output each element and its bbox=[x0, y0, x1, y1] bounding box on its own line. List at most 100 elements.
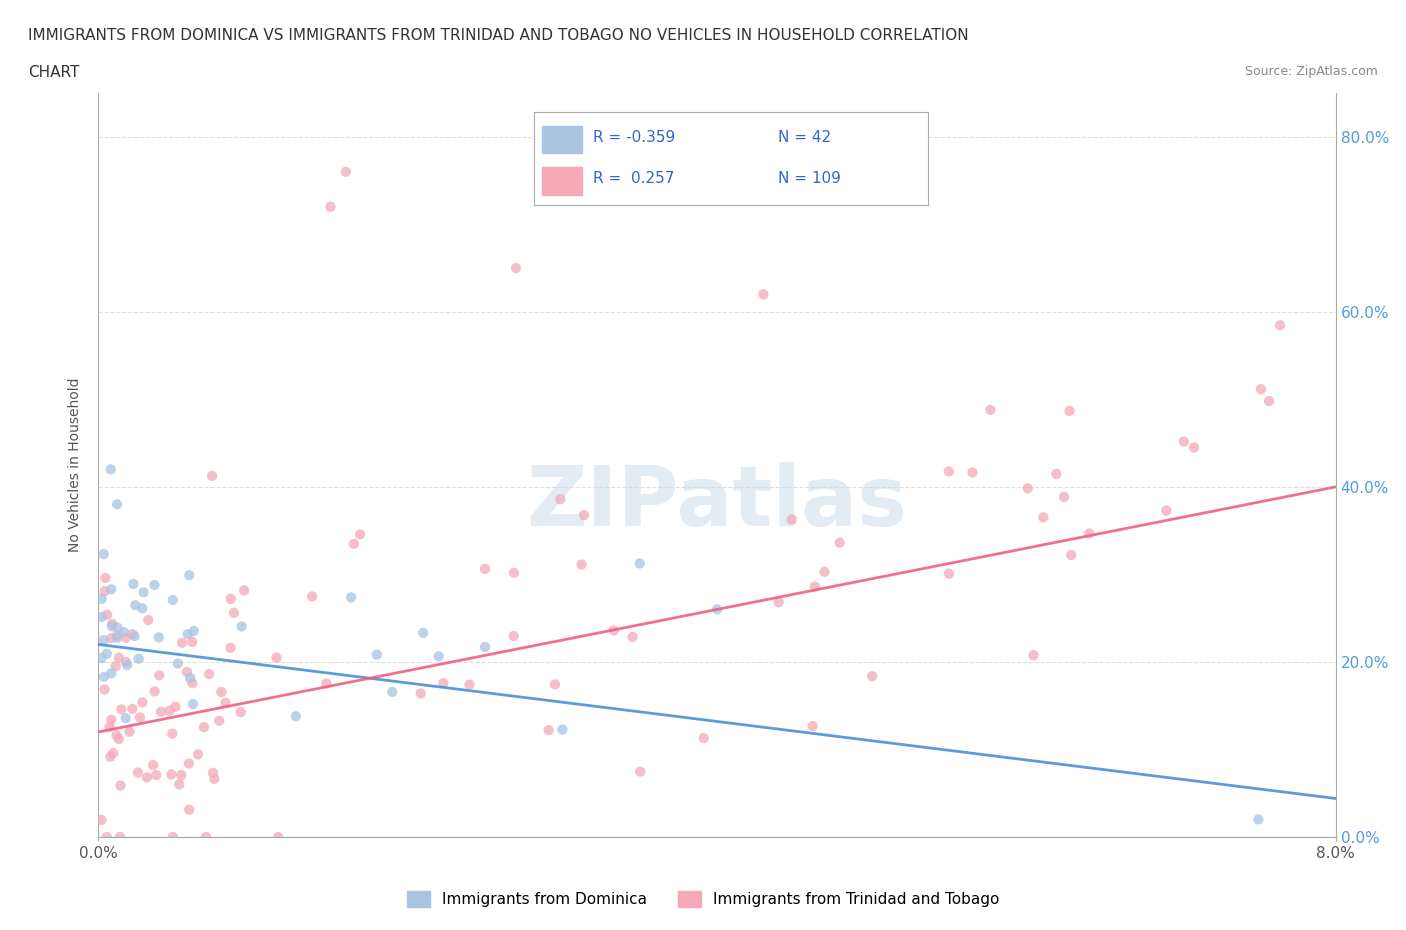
Point bbox=[537, 723, 560, 737]
Point bbox=[98, 750, 121, 764]
Point bbox=[1078, 526, 1101, 541]
Point bbox=[128, 710, 150, 724]
Point bbox=[100, 462, 122, 477]
Point bbox=[621, 630, 644, 644]
Point bbox=[105, 497, 128, 512]
Point bbox=[104, 658, 127, 673]
Point bbox=[131, 695, 153, 710]
Point bbox=[979, 403, 1001, 418]
Point bbox=[1053, 489, 1076, 504]
Point bbox=[127, 765, 149, 780]
Point bbox=[233, 583, 256, 598]
Point bbox=[98, 719, 121, 734]
Point bbox=[1017, 481, 1039, 496]
Point bbox=[179, 803, 201, 817]
Point bbox=[301, 589, 323, 604]
Point bbox=[105, 631, 128, 645]
Point bbox=[105, 628, 128, 643]
Point bbox=[198, 667, 221, 682]
Point bbox=[143, 684, 166, 698]
Point bbox=[214, 696, 236, 711]
Point bbox=[110, 778, 132, 793]
Point bbox=[231, 619, 253, 634]
Point bbox=[860, 669, 883, 684]
Point bbox=[1247, 812, 1270, 827]
Point bbox=[1032, 510, 1054, 525]
Point bbox=[219, 591, 242, 606]
Legend: Immigrants from Dominica, Immigrants from Trinidad and Tobago: Immigrants from Dominica, Immigrants fro… bbox=[401, 884, 1005, 913]
Point bbox=[343, 537, 366, 551]
Point bbox=[550, 492, 572, 507]
Point bbox=[114, 711, 136, 725]
Point bbox=[813, 565, 835, 579]
Point bbox=[628, 764, 651, 779]
Point bbox=[100, 631, 122, 645]
Point bbox=[409, 686, 432, 701]
Point bbox=[124, 629, 146, 644]
Point bbox=[124, 598, 146, 613]
Point bbox=[780, 512, 803, 527]
Point bbox=[96, 607, 118, 622]
Text: IMMIGRANTS FROM DOMINICA VS IMMIGRANTS FROM TRINIDAD AND TOBAGO NO VEHICLES IN H: IMMIGRANTS FROM DOMINICA VS IMMIGRANTS F… bbox=[28, 28, 969, 43]
Point bbox=[551, 722, 574, 737]
Point bbox=[167, 656, 190, 671]
Point bbox=[752, 286, 775, 301]
Point bbox=[177, 756, 200, 771]
Point bbox=[128, 651, 150, 666]
Point bbox=[1045, 467, 1067, 482]
Point bbox=[159, 703, 181, 718]
FancyBboxPatch shape bbox=[543, 126, 582, 153]
Point bbox=[90, 591, 112, 606]
Point bbox=[90, 813, 112, 828]
Point bbox=[121, 627, 143, 642]
Point bbox=[1156, 503, 1178, 518]
Point bbox=[181, 676, 204, 691]
Point bbox=[706, 602, 728, 617]
Point bbox=[209, 684, 232, 699]
Point bbox=[938, 464, 960, 479]
Point bbox=[603, 623, 626, 638]
Text: N = 42: N = 42 bbox=[779, 130, 831, 145]
Point bbox=[571, 557, 593, 572]
Point bbox=[179, 671, 201, 685]
Point bbox=[229, 705, 252, 720]
Point bbox=[179, 568, 201, 583]
Point bbox=[219, 641, 242, 656]
Point bbox=[93, 632, 115, 647]
Point bbox=[142, 758, 165, 773]
Point bbox=[112, 625, 135, 640]
Point bbox=[962, 465, 984, 480]
Point bbox=[458, 677, 481, 692]
Point bbox=[340, 590, 363, 604]
Point bbox=[103, 746, 125, 761]
Point bbox=[115, 658, 138, 672]
Point bbox=[222, 605, 245, 620]
Point bbox=[474, 562, 496, 577]
Point bbox=[135, 770, 157, 785]
Point bbox=[100, 582, 122, 597]
Point bbox=[148, 668, 170, 683]
Point bbox=[101, 618, 124, 633]
Point bbox=[427, 649, 450, 664]
Point bbox=[183, 624, 205, 639]
Point bbox=[177, 627, 200, 642]
Point bbox=[804, 579, 827, 594]
Point bbox=[1250, 382, 1272, 397]
Point bbox=[474, 640, 496, 655]
Point bbox=[131, 601, 153, 616]
Point bbox=[148, 630, 170, 644]
Point bbox=[181, 697, 204, 711]
Point bbox=[267, 830, 290, 844]
Point bbox=[315, 676, 337, 691]
Point bbox=[193, 720, 215, 735]
Point bbox=[505, 260, 527, 275]
Point bbox=[202, 772, 225, 787]
Point bbox=[108, 650, 131, 665]
Point bbox=[335, 165, 357, 179]
Point bbox=[100, 666, 122, 681]
Point bbox=[145, 767, 167, 782]
Point bbox=[114, 655, 136, 670]
Point bbox=[118, 724, 141, 739]
Point bbox=[94, 570, 117, 585]
Point bbox=[143, 578, 166, 592]
